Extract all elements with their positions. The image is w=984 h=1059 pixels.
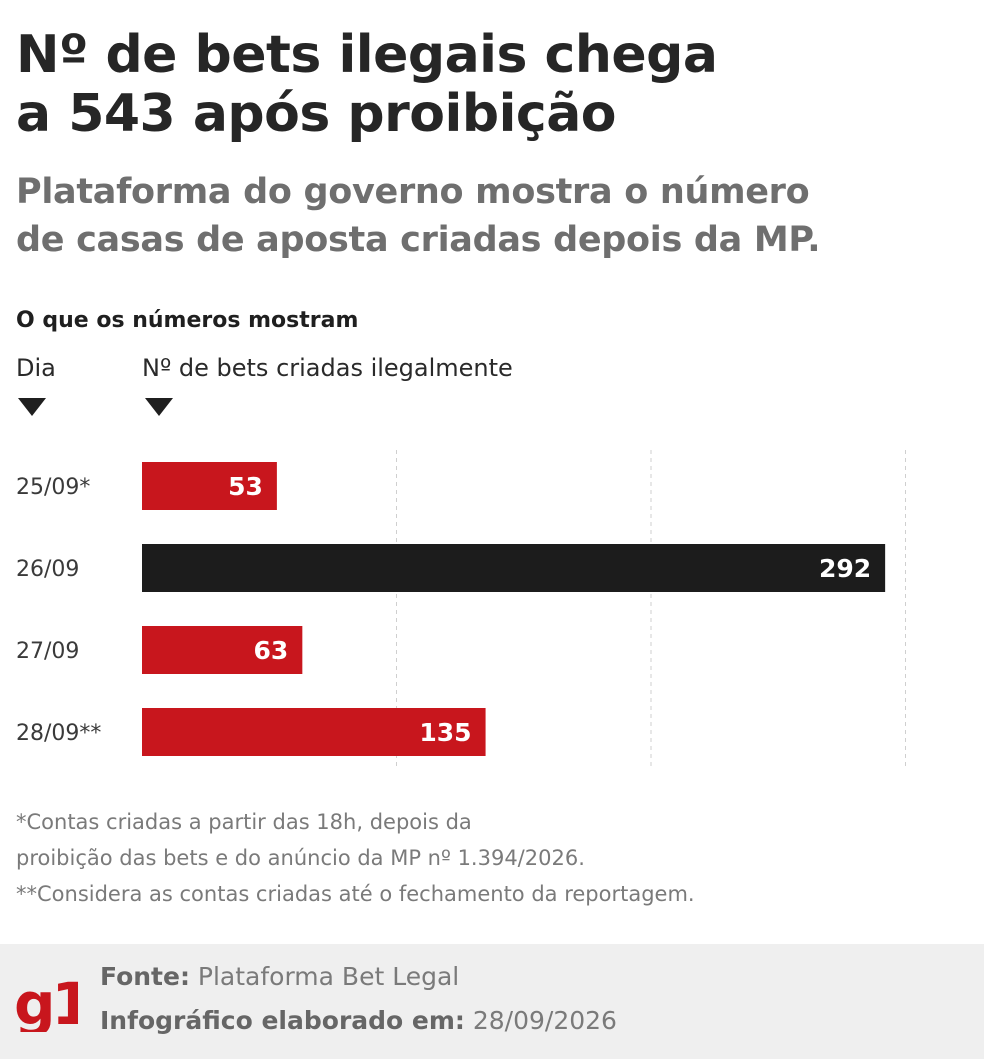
bar (142, 544, 886, 592)
g1-logo-text: g1 (14, 972, 78, 1032)
category-label: 25/09* (16, 475, 90, 500)
footnote-line-3: **Considera as contas criadas até o fech… (16, 882, 695, 906)
footnote-line-2: proibição das bets e do anúncio da MP nº… (16, 846, 585, 870)
date-value: 28/09/2026 (472, 1006, 617, 1035)
bar (142, 626, 303, 674)
day-arrow-icon (18, 398, 46, 416)
footer: g1 Fonte: Plataforma Bet Legal Infográfi… (0, 944, 984, 1059)
bar (142, 462, 277, 510)
bars: 25/09* 53 26/09 292 27/09 63 28/09** 135 (16, 462, 886, 756)
bar (142, 708, 486, 756)
value-label: 63 (254, 636, 289, 665)
source-value: Plataforma Bet Legal (197, 962, 460, 991)
value-label: 135 (419, 718, 471, 747)
title-line-2: a 543 após proibição (16, 84, 617, 144)
footnote-line-1: *Contas criadas a partir das 18h, depois… (16, 810, 472, 834)
category-label: 27/09 (16, 639, 79, 664)
source-label: Fonte: (100, 962, 190, 991)
value-label: 53 (228, 472, 263, 501)
date-line: Infográfico elaborado em: 28/09/2026 (100, 1006, 617, 1035)
chart-title: Nº de bets ilegais chega a 543 após proi… (16, 26, 966, 144)
source-line: Fonte: Plataforma Bet Legal (100, 962, 459, 991)
category-label: 26/09 (16, 557, 79, 582)
title-line-1: Nº de bets ilegais chega (16, 25, 718, 85)
bar-chart: 25/09* 53 26/09 292 27/09 63 28/09** 135 (16, 450, 906, 770)
day-column-label: Dia (16, 354, 56, 382)
date-label: Infográfico elaborado em: (100, 1006, 465, 1035)
count-column-label: Nº de bets criadas ilegalmente (142, 354, 513, 382)
subtitle-line-2: de casas de aposta criadas depois da MP. (16, 220, 821, 260)
footnotes: *Contas criadas a partir das 18h, depois… (16, 804, 966, 912)
subtitle-line-1: Plataforma do governo mostra o número (16, 172, 810, 212)
category-label: 28/09** (16, 721, 101, 746)
g1-logo: g1 (14, 972, 78, 1032)
chart-subtitle: Plataforma do governo mostra o número de… (16, 168, 966, 264)
value-label: 292 (819, 554, 871, 583)
count-arrow-icon (145, 398, 173, 416)
section-heading: O que os números mostram (16, 308, 359, 333)
